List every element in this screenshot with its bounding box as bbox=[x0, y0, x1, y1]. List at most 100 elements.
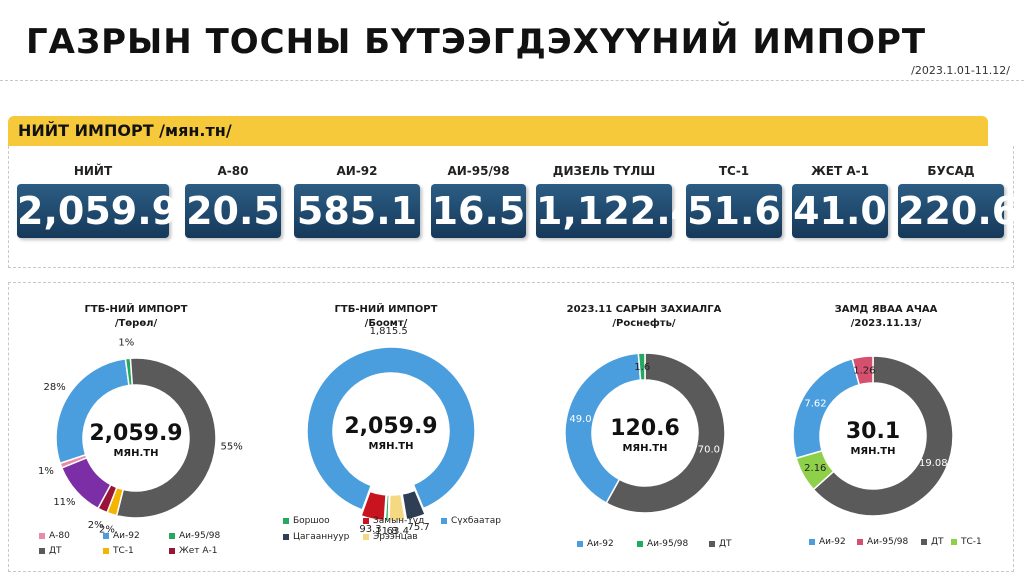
center-unit: МЯН.ТН bbox=[368, 441, 413, 452]
legend-item: ДТ bbox=[709, 539, 732, 549]
legend-item: Боршоо bbox=[283, 516, 330, 526]
legend-label: Аи-95/98 bbox=[179, 531, 221, 541]
kpi-value: 220.6 bbox=[898, 184, 1018, 238]
legend-swatch bbox=[441, 517, 447, 524]
legend-swatch bbox=[363, 517, 369, 524]
donut-slice bbox=[384, 494, 390, 522]
center-unit: МЯН.ТН bbox=[622, 443, 667, 454]
donut-slice bbox=[360, 490, 387, 522]
legend-label: Аи-92 bbox=[587, 539, 614, 549]
slice-label: 63.4 bbox=[387, 526, 409, 537]
chart-title: 2023.11 САРЫН ЗАХИАЛГА /Роснефть/ bbox=[529, 303, 759, 331]
kpi-label: ТС-1 bbox=[718, 164, 750, 178]
legend-label: Сүхбаатар bbox=[451, 516, 501, 526]
legend-swatch bbox=[709, 540, 715, 547]
legend-label: Жет А-1 bbox=[179, 546, 218, 556]
legend-item: Аи-92 bbox=[809, 537, 846, 547]
kpi-value: 20.5 bbox=[185, 184, 281, 238]
chart-subtitle: /Боомт/ bbox=[364, 318, 408, 329]
legend-swatch bbox=[39, 547, 45, 554]
legend-swatch bbox=[283, 533, 289, 540]
legend-item: Сүхбаатар bbox=[441, 516, 501, 526]
legend-swatch bbox=[951, 538, 957, 545]
slice-label: 28% bbox=[43, 382, 65, 393]
legend-label: Аи-95/98 bbox=[647, 539, 689, 549]
kpi-value: 51.6 bbox=[686, 184, 782, 238]
legend-item: Жет А-1 bbox=[169, 546, 217, 556]
slice-label: 1,815.5 bbox=[370, 326, 408, 337]
legend-swatch bbox=[103, 547, 109, 554]
donut-slice bbox=[851, 355, 874, 386]
chart-title: ГТБ-НИЙ ИМПОРТ /Төрөл/ bbox=[21, 303, 251, 331]
date-range: /2023.1.01-11.12/ bbox=[911, 64, 1010, 77]
slice-label: 11% bbox=[53, 497, 75, 508]
chart-subtitle: /Төрөл/ bbox=[114, 318, 158, 329]
legend-item: А-80 bbox=[39, 531, 70, 541]
donut-chart: 19.08 2.16 7.62 1.26 30.1 МЯН.ТН bbox=[792, 355, 954, 517]
legend-swatch bbox=[363, 533, 369, 540]
legend-label: Аи-92 bbox=[819, 537, 846, 547]
chart-title-text: ГТБ-НИЙ ИМПОРТ bbox=[84, 304, 188, 315]
center-unit: МЯН.ТН bbox=[850, 446, 895, 457]
page-title: ГАЗРЫН ТОСНЫ БҮТЭЭГДЭХҮҮНИЙ ИМПОРТ bbox=[26, 22, 927, 62]
legend-label: ТС-1 bbox=[961, 537, 982, 547]
legend-swatch bbox=[169, 532, 175, 539]
center-unit: МЯН.ТН bbox=[113, 448, 158, 459]
donut-slice bbox=[60, 456, 112, 510]
slice-label: 1.6 bbox=[634, 362, 650, 373]
legend-swatch bbox=[103, 532, 109, 539]
slice-label: 1% bbox=[118, 337, 134, 348]
donut-slice bbox=[812, 355, 954, 517]
legend-label: ДТ bbox=[719, 539, 732, 549]
donut-slice bbox=[115, 357, 217, 519]
legend-item: Аи-92 bbox=[577, 539, 614, 549]
donut-slice bbox=[306, 346, 476, 511]
donut-slice bbox=[401, 489, 427, 521]
legend-item: ДТ bbox=[39, 546, 62, 556]
legend-swatch bbox=[169, 547, 175, 554]
legend-label: Эрээнцав bbox=[373, 532, 418, 542]
section-header: НИЙТ ИМПОРТ /мян.тн/ bbox=[8, 116, 988, 146]
chart-title-text: ГТБ-НИЙ ИМПОРТ bbox=[334, 304, 438, 315]
center-value: 2,059.9 bbox=[344, 414, 437, 439]
section-title: НИЙТ ИМПОРТ /мян.тн/ bbox=[18, 121, 232, 140]
chart-title: ГТБ-НИЙ ИМПОРТ /Боомт/ bbox=[271, 303, 501, 331]
chart-subtitle: /Роснефть/ bbox=[612, 318, 676, 329]
slice-label: 49.0 bbox=[569, 414, 591, 425]
kpi-label: А-80 bbox=[217, 164, 249, 178]
legend-label: Боршоо bbox=[293, 516, 330, 526]
kpi-label: АИ-95/98 bbox=[447, 164, 510, 178]
kpi-label: БУСАД bbox=[927, 164, 975, 178]
legend-label: Замын-Үүд bbox=[373, 516, 425, 526]
legend-item: Аи-95/98 bbox=[857, 537, 908, 547]
legend-item: ТС-1 bbox=[103, 546, 134, 556]
donut-chart: 70.0 49.0 1.6 120.6 МЯН.ТН bbox=[564, 352, 726, 514]
kpi-value: 585.1 bbox=[294, 184, 420, 238]
kpi-label: АИ-92 bbox=[336, 164, 378, 178]
charts-panel: ГТБ-НИЙ ИМПОРТ /Төрөл/ 1% 28% 1% 55% 2% 2% 11%… bbox=[8, 282, 1014, 572]
chart-order: 2023.11 САРЫН ЗАХИАЛГА /Роснефть/ 70.0 49… bbox=[529, 283, 759, 573]
legend-item: Замын-Үүд bbox=[363, 516, 424, 526]
divider bbox=[0, 80, 1024, 81]
chart-subtitle: /2023.11.13/ bbox=[850, 318, 922, 329]
legend-item: Эрээнцав bbox=[363, 532, 418, 542]
center-value: 30.1 bbox=[846, 419, 900, 444]
legend-item: Аи-92 bbox=[103, 531, 140, 541]
chart-import-by-port: ГТБ-НИЙ ИМПОРТ /Боомт/ 1,815.5 75.7 63.4 11… bbox=[271, 283, 501, 573]
legend-swatch bbox=[577, 540, 583, 547]
legend-item: ДТ bbox=[921, 537, 944, 547]
donut-chart: 1,815.5 75.763.411.893.3 2,059.9 МЯН.ТН bbox=[306, 326, 476, 537]
kpi-value: 16.5 bbox=[431, 184, 526, 238]
kpi-value: 1,122.4 bbox=[536, 184, 697, 238]
kpi-panel: НИЙТ 2,059.9 А-80 20.5 АИ-92 585.1 АИ-95… bbox=[8, 146, 1018, 268]
chart-in-transit: ЗАМД ЯВАА АЧАА /2023.11.13/ 19.08 2.16 7.6… bbox=[771, 283, 1001, 573]
slice-label: 1.26 bbox=[853, 366, 875, 377]
center-value: 2,059.9 bbox=[89, 421, 182, 446]
legend-label: ДТ bbox=[49, 546, 62, 556]
chart-title-text: ЗАМД ЯВАА АЧАА bbox=[834, 304, 938, 315]
legend-label: Аи-92 bbox=[113, 531, 140, 541]
legend-label: Аи-95/98 bbox=[867, 537, 909, 547]
kpi-label: ЖЕТ А-1 bbox=[811, 164, 869, 178]
slice-label: 19.08 bbox=[919, 458, 948, 469]
legend-label: Цагааннуур bbox=[293, 532, 350, 542]
